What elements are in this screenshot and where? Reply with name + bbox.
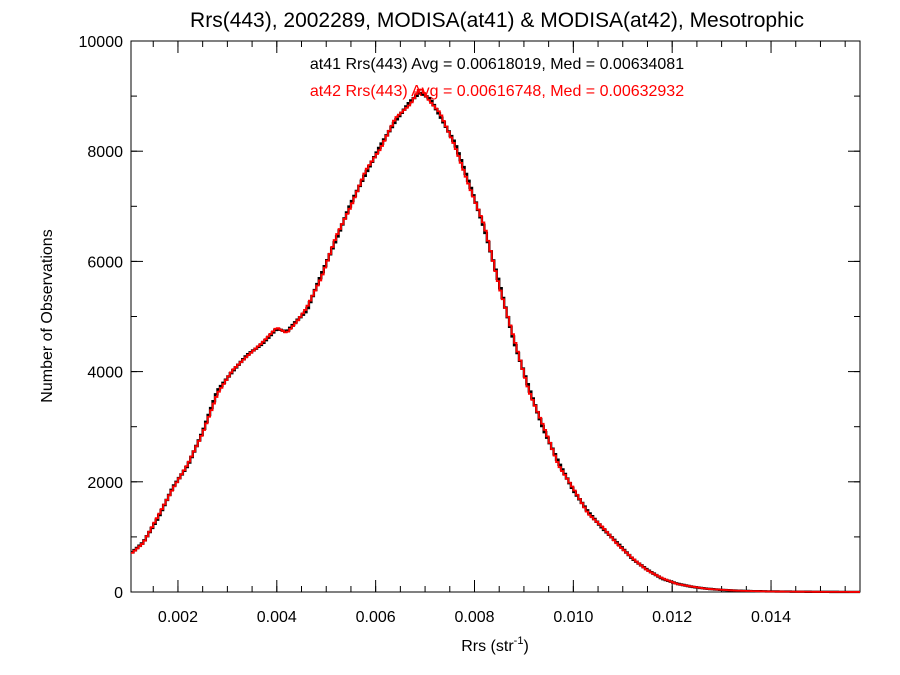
y-axis-label: Number of Observations [39,229,56,402]
series-line-at42 [131,88,860,593]
x-tick-label: 0.006 [356,609,396,626]
annotation-at42: at42 Rrs(443) Avg = 0.00616748, Med = 0.… [310,83,684,100]
axis-ticks [131,40,860,593]
x-axis-label-superscript: -1 [514,635,524,647]
x-axis-label: Rrs (str-1) [461,635,529,655]
x-tick-label: 0.004 [257,609,297,626]
y-tick-label: 0 [114,585,123,602]
x-tick-label: 0.008 [454,609,494,626]
x-tick-label: 0.002 [158,609,198,626]
annotation-at41: at41 Rrs(443) Avg = 0.00618019, Med = 0.… [310,56,684,73]
series-layer [131,88,860,594]
y-tick-label: 6000 [87,254,123,271]
plot-frame [130,40,861,593]
axis-tick-labels: 0.002 0.004 0.006 0.008 0.010 0.012 0.014 0 2000… [79,34,792,626]
y-tick-label: 2000 [87,475,123,492]
y-tick-label: 4000 [87,365,123,382]
axes: 0.002 0.004 0.006 0.008 0.010 0.012 0.014 0 2000… [79,34,861,626]
chart-title: Rrs(443), 2002289, MODISA(at41) & MODISA… [190,9,804,32]
x-axis-label-close: ) [523,638,528,655]
x-tick-label: 0.012 [652,609,692,626]
y-tick-label: 8000 [87,144,123,161]
series-line-at41 [131,91,860,594]
x-tick-label: 0.010 [553,609,593,626]
x-tick-label: 0.014 [751,609,791,626]
x-axis-label-main: Rrs (str [461,638,514,655]
y-tick-label: 10000 [79,34,124,51]
